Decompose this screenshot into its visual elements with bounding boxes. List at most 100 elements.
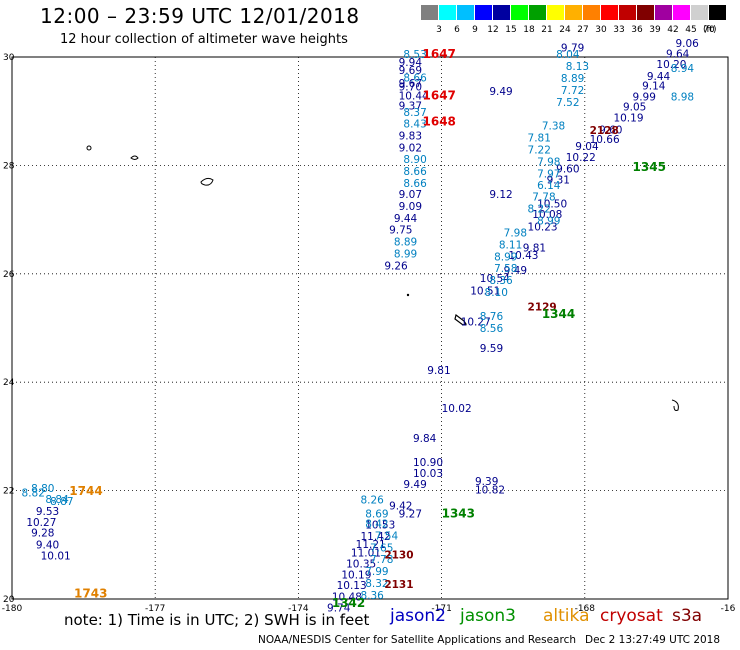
footnote: note: 1) Time is in UTC; 2) SWH is in fe… [64,611,370,629]
satellite-cryosat: cryosat [600,606,663,626]
x-tick-label: -168 [575,604,596,614]
credit: NOAA/NESDIS Center for Satellite Applica… [258,634,576,646]
island-marker [130,155,139,160]
legend-swatch [673,5,690,20]
swh-value: 9.81 [523,243,546,255]
pass-time-label: 1743 [74,586,107,600]
legend-swatch [511,5,528,20]
swh-value: 10.23 [528,221,558,233]
swh-value: 8.36 [489,275,513,287]
swh-value: 10.48 [332,592,362,604]
swh-value: 2130 [384,549,413,561]
swh-value: 9.39 [475,476,498,488]
swh-value: 7.65 [370,542,393,554]
legend-swatch [637,5,654,20]
page-title: 12:00 – 23:59 UTC 12/01/2018 [40,4,360,28]
legend-swatch [565,5,582,20]
swh-value: 9.09 [399,201,422,213]
island-marker [406,293,410,297]
swh-value: 8.89 [561,73,584,85]
y-tick-label: 26 [3,270,15,280]
swh-value: 9.64 [666,49,690,61]
swh-value: 9.69 [399,65,422,77]
swh-value: 10.19 [613,112,643,124]
swh-value: 9.42 [389,501,412,513]
swh-value: 10.02 [442,403,472,415]
swh-value: 9.53 [36,506,59,518]
swh-value: 7.78 [370,554,393,566]
swh-value: 9.67 [399,78,422,90]
swh-value: 9.49 [403,479,426,491]
swh-value: 9.14 [642,81,666,93]
x-tick-label: -171 [431,604,451,614]
swh-value: 9.05 [623,102,646,114]
swh-value: 8.90 [403,154,426,166]
swh-value: 9.40 [36,540,59,552]
swh-value: 9.83 [399,130,422,142]
swh-value: 10.43 [508,250,538,262]
legend-swatch [493,5,510,20]
legend-swatch [583,5,600,20]
swh-value: 10.27 [461,316,491,328]
swh-value: 9.26 [384,260,408,272]
swh-value: 8.56 [480,323,504,335]
swh-value: 8.76 [480,311,504,323]
swh-value: 8.53 [403,49,426,61]
pass-time-label: 1344 [542,307,575,321]
x-tick-label: -16 [721,604,736,614]
legend-label: 18 [523,25,535,35]
swh-value: 10.50 [537,199,567,211]
swh-value: 9.49 [489,86,512,98]
swh-value: 2129 [528,302,557,314]
swh-value: 8.37 [403,107,426,119]
swh-value: 10.27 [26,517,56,529]
islands [86,145,679,411]
y-tick-label: 28 [3,161,15,171]
pass-time-label: 1647 [423,47,456,61]
axis-ticks: -180 -177 -174 -171 -168 -16 30 28 26 24 22 20 [2,53,736,614]
swh-value: 10.66 [590,134,620,146]
swh-value: 7.52 [556,97,579,109]
pass-time-label: 1345 [633,160,666,174]
swh-value: 10.82 [475,484,505,496]
pass-time-label: 1647 [423,88,456,102]
swh-value: 9.99 [633,91,656,103]
legend-label: 12 [487,25,499,35]
swh-value: 7.97 [537,168,560,180]
swh-value: 10.54 [480,273,510,285]
legend-label: 24 [559,25,571,35]
pass-time-label: 1342 [332,596,365,610]
swh-value: 9.84 [413,433,437,445]
swh-value: 9.06 [675,38,699,50]
swh-value: 9.04 [575,141,599,153]
swh-value: 9.81 [427,365,450,377]
swh-value: 9.74 [327,602,351,614]
island-marker [200,177,214,186]
swh-value: 11.21 [356,539,386,551]
swh-value: 10.35 [346,559,376,571]
swh-value: 8.13 [566,61,589,73]
swh-value: 9.60 [556,163,579,175]
island-marker [454,313,467,326]
swh-value: 7.54 [375,530,399,542]
pass-time-label: 1744 [69,484,102,498]
swh-value: 9.49 [504,265,527,277]
swh-value: 8.66 [403,72,427,84]
swh-value: 2131 [384,579,413,591]
swh-value: 8.98 [671,91,694,103]
pass-time-label: 1648 [423,114,456,128]
x-tick-label: -180 [2,604,23,614]
page-subtitle: 12 hour collection of altimeter wave hei… [60,32,348,47]
swh-value: 10.22 [566,152,596,164]
swh-value: 8.22 [528,204,551,216]
x-tick-label: -177 [145,604,165,614]
swh-value: 9.94 [399,57,423,69]
swh-value: 8.36 [360,590,384,602]
legend-unit: (ft) [703,25,717,35]
swh-value: 10.51 [470,285,500,297]
legend-label: 6 [454,25,460,35]
legend-label: 70 [703,25,715,35]
swh-value: 9.79 [561,43,584,55]
swh-value: 7.81 [528,133,551,145]
